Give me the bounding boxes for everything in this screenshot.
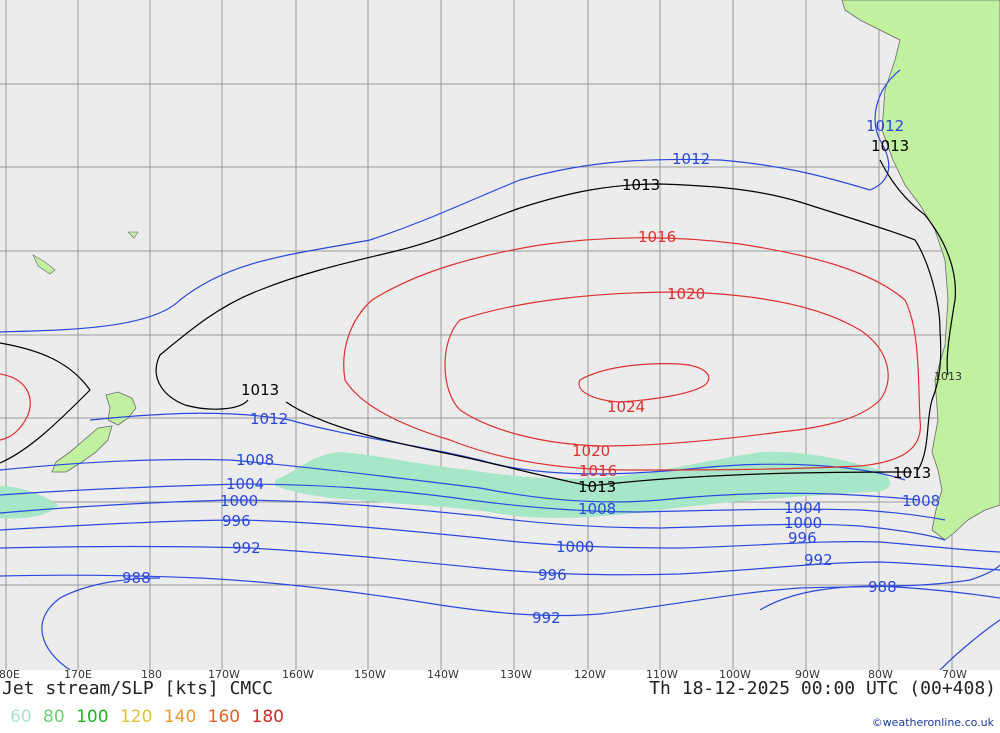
legend-100: 100 [76,707,109,727]
svg-text:1020: 1020 [572,442,610,460]
svg-text:996: 996 [222,512,251,530]
longitude-axis: 180E 170E 180 170W 160W 150W 140W 130W 1… [0,668,1000,684]
lon-160w: 160W [282,668,314,681]
jet-speed-legend: 60 80 100 120 140 160 180 [10,707,290,727]
lon-130w: 130W [500,668,532,681]
lon-120w: 120W [574,668,606,681]
weather-map: 1012 1012 1012 1008 1008 1004 1004 1000 … [0,0,1000,670]
lon-180e: 180E [0,668,20,681]
legend-140: 140 [163,707,197,727]
svg-text:1016: 1016 [638,228,676,246]
svg-text:996: 996 [788,529,817,547]
svg-text:1013: 1013 [241,381,279,399]
svg-text:992: 992 [804,551,833,569]
isobar-labels: 1012 1012 1012 1008 1008 1004 1004 1000 … [122,117,940,627]
isobar-label-chile: 1013 [934,370,962,383]
isobars-high [0,237,921,471]
legend-60: 60 [10,707,32,727]
svg-text:988: 988 [122,569,151,587]
lon-170e: 170E [64,668,92,681]
svg-text:1008: 1008 [236,451,274,469]
svg-text:1012: 1012 [866,117,904,135]
legend-180: 180 [251,707,284,727]
lon-180: 180 [141,668,162,681]
svg-text:1013: 1013 [871,137,909,155]
svg-text:1008: 1008 [902,492,940,510]
lon-100w: 100W [719,668,751,681]
svg-text:1013: 1013 [622,176,660,194]
pacific-islands [32,231,139,275]
svg-text:1004: 1004 [226,475,264,493]
svg-text:1000: 1000 [220,492,258,510]
svg-text:988: 988 [868,578,897,596]
svg-text:1008: 1008 [578,500,616,518]
svg-text:1013: 1013 [578,478,616,496]
lon-80w: 80W [868,668,893,681]
svg-text:1004: 1004 [784,499,822,517]
legend-160: 160 [207,707,241,727]
svg-text:992: 992 [532,609,561,627]
lon-110w: 110W [646,668,678,681]
svg-text:992: 992 [232,539,261,557]
credit-link[interactable]: ©weatheronline.co.uk [871,716,994,729]
svg-text:1012: 1012 [250,410,288,428]
isobars-low [0,69,1000,670]
svg-text:1000: 1000 [784,514,822,532]
legend-120: 120 [119,707,153,727]
south-america-land [841,0,1000,541]
valid-time: Th 18-12-2025 00:00 UTC (00+408) [649,678,996,699]
svg-text:1020: 1020 [667,285,705,303]
svg-text:1024: 1024 [607,398,645,416]
svg-text:1016: 1016 [579,462,617,480]
svg-text:1000: 1000 [556,538,594,556]
svg-text:1012: 1012 [672,150,710,168]
isobars-1013 [0,159,957,487]
map-title: Jet stream/SLP [kts] CMCC [2,678,273,699]
svg-text:996: 996 [538,566,567,584]
lon-140w: 140W [427,668,459,681]
lon-170w: 170W [208,668,240,681]
svg-text:1013: 1013 [893,464,931,482]
graticule [0,0,1000,670]
legend-80: 80 [43,707,65,727]
lon-90w: 90W [795,668,820,681]
lon-150w: 150W [354,668,386,681]
lon-70w: 70W [942,668,967,681]
